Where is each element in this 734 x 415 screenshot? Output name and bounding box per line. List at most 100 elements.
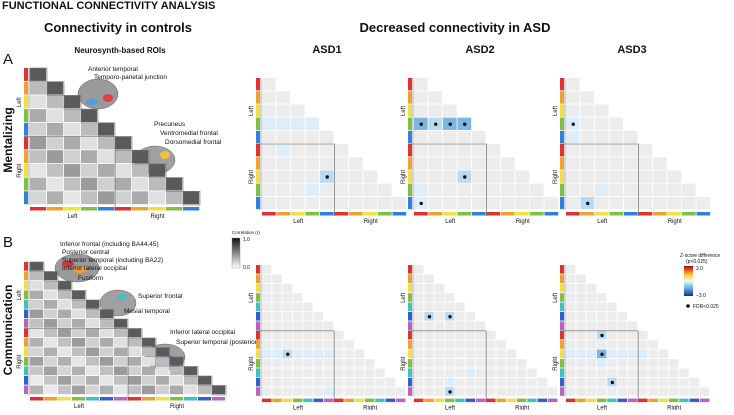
matrix-cell: [576, 293, 586, 302]
matrix-cell: [617, 368, 627, 377]
matrix-cell: [414, 330, 424, 340]
roi-strip: [47, 207, 64, 211]
matrix-cell: [272, 312, 282, 321]
matrix-cell: [365, 377, 375, 387]
roi-strip: [607, 398, 617, 403]
roi-strip: [128, 397, 142, 401]
matrix-cell: [303, 321, 313, 330]
matrix-cell: [58, 347, 72, 357]
roi-strip: [566, 398, 576, 403]
matrix-cell: [166, 177, 183, 191]
matrix-cell: [486, 170, 501, 183]
roi-label: Inferior lateral occipital: [62, 265, 128, 272]
roi-strip: [658, 398, 669, 403]
matrix-cell: [566, 196, 580, 210]
matrix-cell: [47, 163, 64, 177]
matrix-cell: [375, 387, 385, 396]
roi-strip: [560, 330, 564, 340]
roi-strip: [24, 376, 28, 385]
matrix-cell: [149, 177, 166, 191]
roi-strip: [408, 368, 412, 377]
matrix-cell: [30, 357, 44, 366]
matrix-cell: [496, 387, 506, 396]
matrix-cell: [262, 78, 276, 91]
colorbar: [684, 266, 693, 296]
roi-strip: [256, 302, 260, 312]
roi-strip: [256, 274, 260, 283]
column-label: ASD1: [312, 44, 341, 56]
matrix-cell: [424, 368, 434, 377]
matrix-cell: [334, 330, 344, 340]
matrix-cell: [444, 359, 455, 368]
matrix-cell: [86, 319, 100, 328]
matrix-cell: [682, 183, 696, 196]
roi-strip: [408, 265, 412, 274]
matrix-cell: [313, 359, 323, 368]
roi-strip: [472, 212, 486, 216]
matrix-cell: [414, 340, 424, 349]
matrix-cell: [434, 340, 445, 349]
matrix-cell: [30, 281, 44, 290]
diagonal-step: [211, 385, 227, 396]
matrix-cell: [472, 130, 486, 144]
roi-strip: [682, 212, 696, 216]
matrix-cell: [434, 387, 445, 396]
matrix-cell: [566, 274, 576, 283]
matrix-cell: [609, 130, 624, 144]
matrix-cell: [114, 319, 128, 328]
matrix-cell: [282, 321, 293, 330]
matrix-cell: [530, 183, 544, 196]
matrix-cell: [170, 357, 184, 366]
fdr-dot: [448, 122, 452, 126]
matrix-cell: [262, 144, 276, 157]
matrix-cell: [496, 340, 506, 349]
roi-strip: [64, 207, 81, 211]
matrix-cell: [444, 330, 455, 340]
matrix-cell: [323, 359, 334, 368]
matrix-cell: [486, 377, 496, 387]
matrix-cell: [272, 293, 282, 302]
matrix-cell: [72, 300, 86, 309]
roi-strip: [24, 150, 28, 164]
matrix-cell: [292, 340, 303, 349]
roi-strip: [414, 398, 424, 403]
matrix-cell: [515, 196, 530, 210]
roi-strip: [349, 212, 363, 216]
hemisphere-label: Left: [445, 406, 455, 410]
matrix-cell: [486, 183, 501, 196]
matrix-cell: [344, 340, 354, 349]
matrix-cell: [486, 157, 501, 170]
diagonal-step: [148, 163, 167, 178]
roi-strip: [24, 309, 28, 319]
matrix-cell: [365, 387, 375, 396]
matrix-cell: [305, 144, 320, 157]
matrix-cell: [596, 321, 607, 330]
matrix-cell: [648, 387, 658, 396]
matrix-cell: [272, 368, 282, 377]
matrix-cell: [566, 377, 576, 387]
matrix-cell: [638, 387, 648, 396]
matrix-cell: [305, 157, 320, 170]
matrix-cell: [262, 330, 272, 340]
matrix-cell: [303, 312, 313, 321]
matrix-cell: [320, 157, 334, 170]
matrix-cell: [156, 347, 170, 357]
roi-strip: [385, 398, 396, 403]
matrix-cell: [424, 293, 434, 302]
matrix-cell: [72, 357, 86, 366]
roi-strip: [408, 330, 412, 340]
matrix-cell: [142, 338, 156, 347]
matrix-cell: [276, 117, 291, 130]
matrix-cell: [320, 144, 334, 157]
matrix-cell: [58, 338, 72, 347]
matrix-cell: [303, 302, 313, 312]
roi-strip: [256, 196, 260, 210]
roi-strip: [428, 212, 443, 216]
roi-label: Temporo-parietal junction: [94, 74, 167, 81]
matrix-cell: [142, 357, 156, 366]
fdr-dot: [600, 333, 604, 338]
hemisphere-label: Left: [401, 293, 407, 303]
matrix-cell: [414, 183, 428, 196]
roi-label: Inferior lateral occipital: [170, 329, 236, 336]
matrix-cell: [501, 196, 515, 210]
